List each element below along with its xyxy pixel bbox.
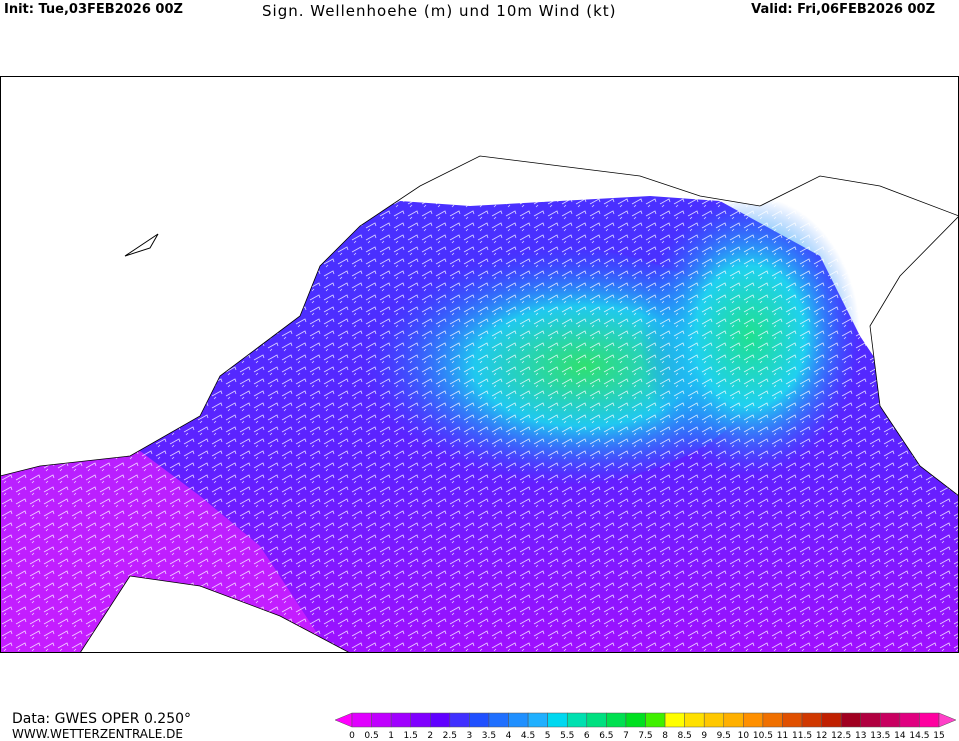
colorbar-tick-label: 8.5 — [677, 731, 691, 741]
colorbar-tick-label: 14 — [894, 731, 906, 741]
colorbar-tick-label: 9 — [701, 731, 707, 741]
land-america — [869, 215, 959, 497]
colorbar-box — [566, 712, 588, 728]
colorbar-box — [762, 712, 783, 728]
colorbar-tick-label: 8 — [662, 731, 668, 741]
colorbar-tick-label: 10 — [738, 731, 750, 741]
colorbar-tick-label: 2 — [427, 731, 433, 741]
colorbar-box — [821, 712, 842, 728]
land-asia-north — [0, 76, 959, 477]
colorbar-tick-label: 12.5 — [831, 731, 851, 741]
land-australia — [79, 575, 351, 653]
colorbar-box — [625, 712, 646, 728]
coastline — [124, 233, 159, 257]
colorbar-box — [743, 712, 764, 728]
colorbar-tick-label: 4.5 — [521, 731, 535, 741]
colorbar-box — [860, 712, 881, 728]
colorbar-tick-label: 12 — [816, 731, 827, 741]
colorbar-tick-label: 5 — [545, 731, 551, 741]
colorbar-box — [606, 712, 627, 728]
colorbar-box — [723, 712, 744, 728]
colorbar-tick-label: 9.5 — [717, 731, 731, 741]
colorbar-box — [371, 712, 392, 728]
colorbar-box — [527, 712, 548, 728]
colorbar-box — [919, 712, 940, 728]
map — [0, 76, 959, 653]
colorbar-tick-label: 1 — [388, 731, 394, 741]
colorbar-tick-label: 6.5 — [599, 731, 613, 741]
colorbar-box — [351, 712, 372, 728]
colorbar-tick-label: 2.5 — [443, 731, 457, 741]
colorbar-box — [469, 712, 490, 728]
colorbar-tick-label: 14.5 — [909, 731, 929, 741]
colorbar-box — [449, 712, 470, 728]
colorbar-tick-label: 7 — [623, 731, 629, 741]
colorbar-tick-label: 0.5 — [364, 731, 378, 741]
colorbar-box — [840, 712, 861, 728]
colorbar-box — [430, 712, 451, 728]
colorbar-box — [899, 712, 920, 728]
colorbar-arrow — [938, 712, 957, 728]
colorbar-tick-label: 3.5 — [482, 731, 496, 741]
colorbar-box — [547, 712, 568, 728]
colorbar-box — [684, 712, 705, 728]
init-time: Init: Tue,03FEB2026 00Z — [4, 2, 183, 17]
colorbar-tick-label: 13.5 — [870, 731, 890, 741]
colorbar-box — [390, 712, 411, 728]
colorbar-tick-label: 7.5 — [638, 731, 652, 741]
colorbar-box — [880, 712, 901, 728]
colorbar-box — [410, 712, 431, 728]
colorbar-tick-label: 0 — [349, 731, 355, 741]
map-title: Sign. Wellenhoehe (m) und 10m Wind (kt) — [262, 2, 617, 20]
colorbar-box — [703, 712, 725, 728]
colorbar-tick-label: 11 — [777, 731, 788, 741]
colorbar-tick-label: 5.5 — [560, 731, 574, 741]
data-source: Data: GWES OPER 0.250° — [12, 711, 192, 727]
colorbar-tick-label: 10.5 — [753, 731, 773, 741]
colorbar-tick-label: 4 — [506, 731, 512, 741]
colorbar-tick-label: 15 — [933, 731, 944, 741]
colorbar-box — [645, 712, 666, 728]
colorbar-tick-label: 3 — [467, 731, 473, 741]
valid-time: Valid: Fri,06FEB2026 00Z — [751, 2, 935, 17]
colorbar-box — [664, 712, 685, 728]
colorbar-tick-label: 11.5 — [792, 731, 812, 741]
colorbar-box — [488, 712, 509, 728]
colorbar: 0 0.5 1 1.5 2 2.5 3 3.5 4 4.5 5 5.5 6 6.5 7 7.5 8 8.5 9 9.5… — [334, 712, 957, 741]
colorbar-tick-label: 13 — [855, 731, 866, 741]
colorbar-box — [801, 712, 822, 728]
colorbar-tick-label: 6 — [584, 731, 590, 741]
colorbar-box — [782, 712, 803, 728]
colorbar-tick-label: 1.5 — [404, 731, 418, 741]
colorbar-arrow — [334, 712, 353, 728]
colorbar-box — [586, 712, 607, 728]
colorbar-box — [508, 712, 529, 728]
website: WWW.WETTERZENTRALE.DE — [12, 727, 183, 741]
